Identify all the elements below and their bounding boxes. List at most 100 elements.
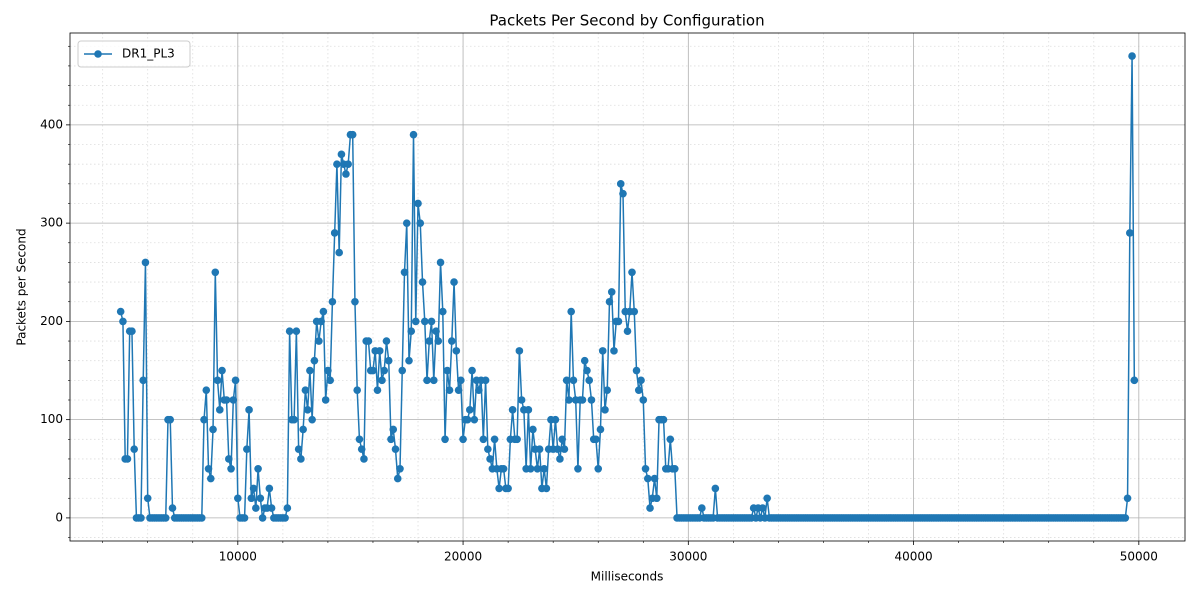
data-point: [524, 406, 533, 414]
data-point: [535, 445, 544, 453]
data-point: [448, 337, 456, 345]
data-point: [380, 366, 389, 375]
data-point: [202, 386, 211, 394]
data-point: [355, 435, 364, 444]
data-point: [434, 337, 443, 345]
data-point: [252, 504, 260, 512]
data-point: [384, 356, 393, 365]
data-point: [247, 494, 256, 503]
data-point: [452, 347, 461, 355]
data-point: [711, 484, 720, 493]
data-point: [141, 258, 150, 267]
data-point: [427, 317, 436, 326]
data-point: [443, 366, 452, 375]
data-point: [619, 189, 627, 198]
data-point: [641, 464, 650, 473]
data-point: [357, 445, 366, 453]
data-point: [499, 464, 508, 473]
data-point: [423, 376, 431, 385]
data-point: [1126, 229, 1134, 237]
data-point: [457, 376, 465, 385]
data-point: [389, 425, 398, 434]
data-point: [351, 297, 359, 306]
data-point: [299, 425, 307, 434]
data-point: [123, 455, 132, 463]
data-point: [128, 327, 136, 336]
data-point: [632, 366, 641, 375]
data-point: [139, 376, 148, 385]
y-tick-label: 200: [40, 314, 63, 328]
data-point: [215, 406, 224, 414]
data-point: [533, 464, 542, 473]
data-point: [294, 445, 303, 453]
data-point: [650, 474, 659, 483]
data-point: [393, 474, 402, 483]
data-point: [513, 435, 521, 444]
data-point: [310, 356, 319, 365]
data-point: [425, 337, 434, 345]
data-point: [628, 268, 636, 277]
data-point: [258, 514, 267, 522]
data-point: [580, 356, 589, 365]
data-point: [598, 347, 607, 355]
legend-marker: [94, 50, 102, 58]
data-point: [407, 327, 416, 336]
data-point: [229, 396, 238, 404]
chart-title: Packets Per Second by Configuration: [489, 12, 764, 30]
data-point: [335, 248, 343, 257]
data-point: [243, 445, 251, 453]
data-point: [607, 288, 616, 296]
data-point: [290, 415, 298, 424]
data-point: [445, 386, 454, 394]
data-point: [432, 327, 440, 336]
plot-frame: [69, 32, 1186, 542]
data-point: [353, 386, 361, 394]
data-point: [317, 317, 325, 326]
data-point: [605, 297, 614, 306]
y-axis-label: Packets per Second: [15, 228, 29, 345]
legend-box: [77, 40, 191, 68]
data-point: [540, 464, 548, 473]
data-point: [213, 376, 222, 385]
data-point: [553, 445, 562, 453]
data-point: [409, 130, 418, 139]
data-point: [574, 464, 582, 473]
data-point: [319, 307, 328, 316]
data-point: [420, 317, 429, 326]
data-point: [526, 464, 535, 473]
data-point: [610, 347, 618, 355]
legend-label: DR1_PL3: [122, 47, 175, 61]
data-point: [698, 504, 706, 512]
data-point: [1121, 514, 1130, 522]
data-point: [468, 366, 476, 375]
data-point: [558, 435, 566, 444]
data-line: [119, 56, 1136, 519]
data-point: [402, 219, 411, 227]
data-point: [671, 464, 679, 473]
data-point: [342, 170, 350, 178]
data-point: [659, 415, 668, 424]
data-point: [517, 396, 526, 404]
data-point: [585, 376, 594, 385]
data-point: [265, 484, 274, 493]
data-point: [375, 347, 384, 355]
data-point: [130, 445, 138, 453]
data-point: [161, 514, 170, 522]
data-point: [387, 435, 395, 444]
data-point: [211, 268, 220, 277]
data-point: [292, 327, 301, 336]
data-point: [583, 366, 591, 375]
data-point: [333, 160, 341, 168]
data-point: [411, 317, 420, 326]
data-point: [324, 366, 332, 375]
data-point: [168, 504, 177, 512]
data-point: [634, 386, 643, 394]
data-point: [330, 229, 339, 237]
data-point: [137, 514, 145, 522]
data-point: [504, 484, 512, 493]
data-point: [1123, 494, 1132, 503]
data-point: [382, 337, 391, 345]
data-point: [116, 307, 125, 316]
data-point: [481, 376, 490, 385]
data-point: [204, 464, 213, 473]
